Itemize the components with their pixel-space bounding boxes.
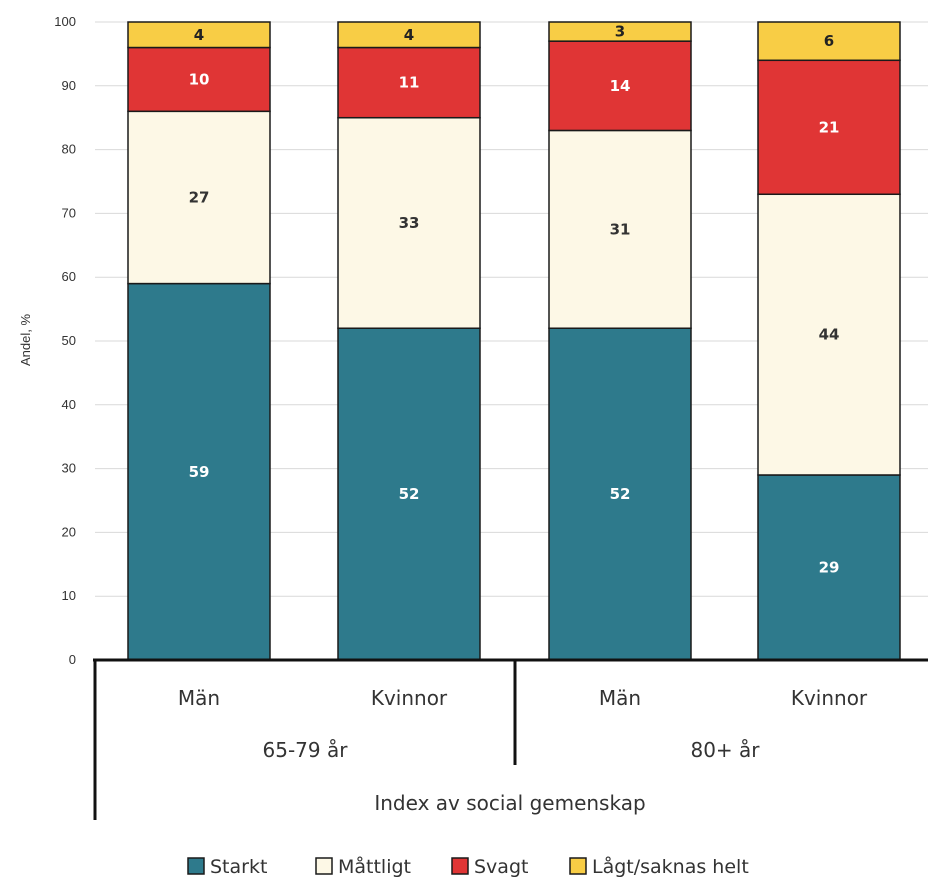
y-tick-label: 90 xyxy=(62,78,76,93)
y-tick-label: 20 xyxy=(62,524,76,539)
legend-entry: Lågt/saknas helt xyxy=(592,855,749,878)
y-tick-label: 0 xyxy=(69,652,76,667)
bar-segment xyxy=(757,21,901,62)
legend-entry: Starkt xyxy=(210,856,267,878)
x-axis-categories: Män Kvinnor Män Kvinnor xyxy=(178,686,868,710)
bar-segment xyxy=(757,474,901,661)
legend-swatch xyxy=(451,857,469,875)
legend-swatch xyxy=(569,857,587,875)
x-axis-label: Index av social gemenskap xyxy=(374,791,645,815)
y-tick-label: 30 xyxy=(62,461,76,476)
bar-segment xyxy=(127,110,271,285)
data-label: 4 xyxy=(404,26,414,44)
y-axis-label: Andel, % xyxy=(18,314,33,366)
data-label: 27 xyxy=(189,188,210,206)
y-tick-label: 60 xyxy=(62,269,76,284)
data-label: 44 xyxy=(819,326,840,344)
data-label: 6 xyxy=(824,32,834,50)
data-label: 11 xyxy=(399,74,420,92)
data-label: 52 xyxy=(610,485,631,503)
data-label: 29 xyxy=(819,558,840,576)
legend-entry: Svagt xyxy=(474,856,528,878)
data-label: 52 xyxy=(399,485,420,503)
y-axis: 0 10 20 30 40 50 60 70 80 90 100 xyxy=(54,14,76,667)
y-tick-label: 100 xyxy=(54,14,76,29)
x-category-label: Kvinnor xyxy=(371,686,448,710)
x-category-label: Kvinnor xyxy=(791,686,868,710)
bar-segment xyxy=(337,327,481,661)
data-label: 14 xyxy=(610,77,631,95)
bars: 59 27 10 4 52 33 11 4 52 31 14 3 29 44 21 6 xyxy=(127,21,901,661)
legend-swatch xyxy=(187,857,205,875)
data-label: 33 xyxy=(399,214,420,232)
bar-segment xyxy=(757,193,901,476)
y-tick-label: 70 xyxy=(62,205,76,220)
y-tick-label: 40 xyxy=(62,397,76,412)
x-axis-frame xyxy=(93,658,928,820)
x-group-label: 80+ år xyxy=(690,738,760,762)
bar-segment xyxy=(757,59,901,196)
bar-segment xyxy=(337,116,481,329)
bar-segment xyxy=(127,46,271,113)
data-label: 3 xyxy=(615,23,625,41)
bar-segment xyxy=(337,46,481,119)
x-group-label: 65-79 år xyxy=(263,738,349,762)
data-label: 21 xyxy=(819,118,840,136)
data-label: 59 xyxy=(189,463,210,481)
data-label: 10 xyxy=(189,70,210,88)
bar-segment xyxy=(127,21,271,49)
y-tick-label: 80 xyxy=(62,142,76,157)
x-category-label: Män xyxy=(178,686,220,710)
bar-segment xyxy=(337,21,481,49)
legend-entry: Måttligt xyxy=(338,855,411,878)
bar-segment xyxy=(548,21,692,42)
bar-segment xyxy=(548,129,692,329)
y-tick-label: 10 xyxy=(62,588,76,603)
legend: Starkt Måttligt Svagt Lågt/saknas helt xyxy=(187,855,749,878)
x-category-label: Män xyxy=(599,686,641,710)
bar-segment xyxy=(548,327,692,661)
legend-swatch xyxy=(315,857,333,875)
data-label: 4 xyxy=(194,26,204,44)
x-axis-groups: 65-79 år 80+ år xyxy=(263,738,761,762)
y-tick-label: 50 xyxy=(62,333,76,348)
data-label: 31 xyxy=(610,220,631,238)
